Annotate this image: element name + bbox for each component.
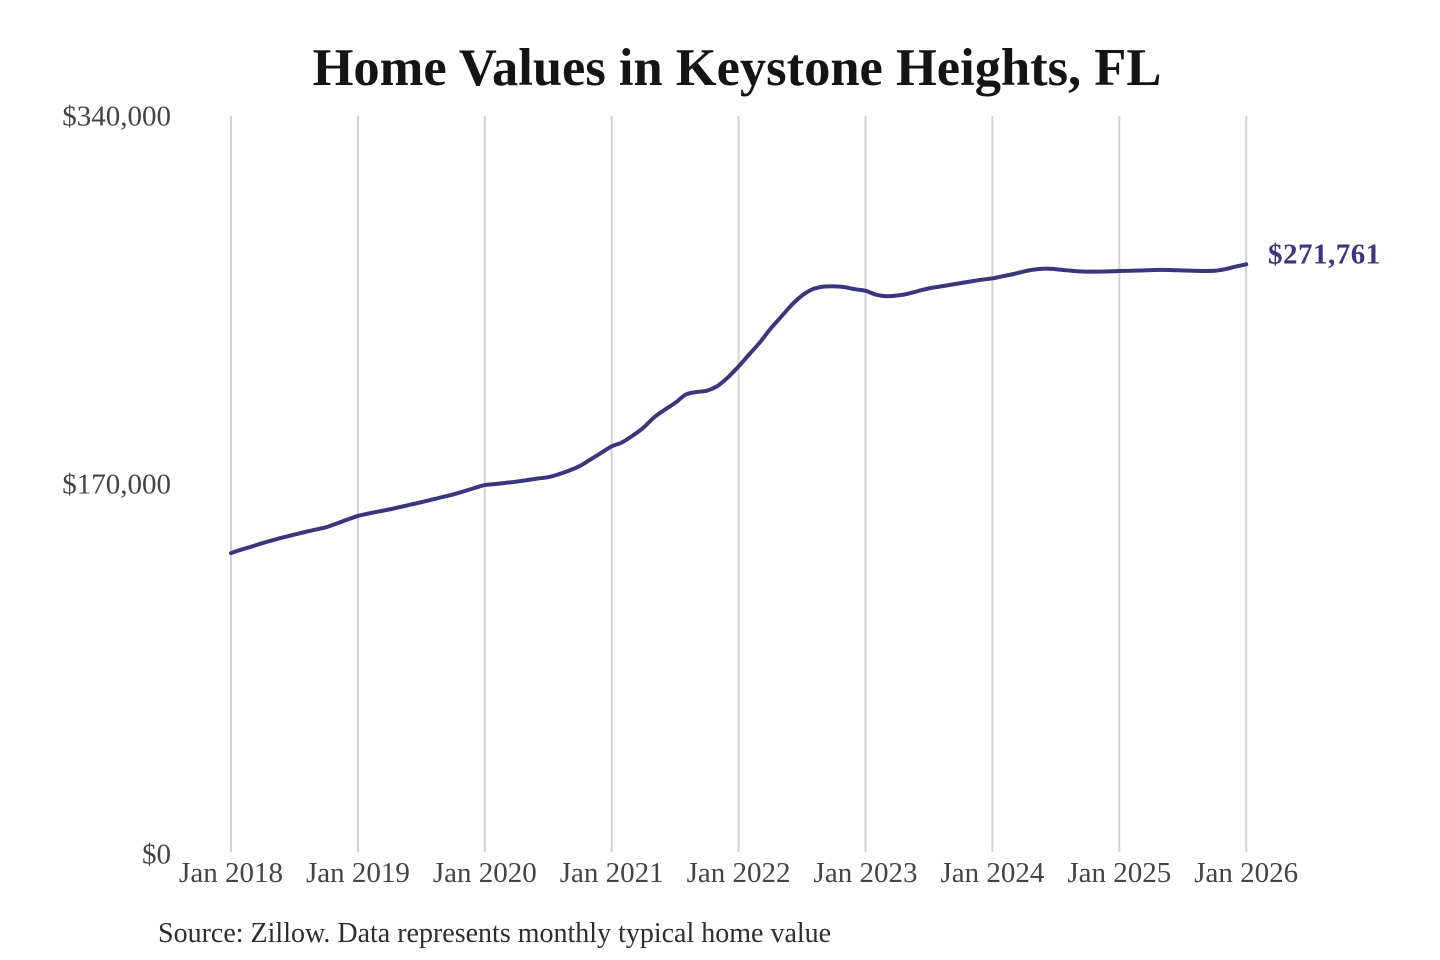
svg-text:$271,761: $271,761 <box>1268 239 1381 271</box>
svg-text:$0: $0 <box>142 839 171 871</box>
svg-text:Jan 2019: Jan 2019 <box>306 857 410 889</box>
svg-text:$340,000: $340,000 <box>62 101 171 133</box>
svg-text:Jan 2026: Jan 2026 <box>1194 857 1298 889</box>
svg-text:Jan 2022: Jan 2022 <box>687 857 791 889</box>
svg-text:Jan 2023: Jan 2023 <box>814 857 918 889</box>
svg-text:$170,000: $170,000 <box>62 469 171 501</box>
svg-text:Source: Zillow. Data represent: Source: Zillow. Data represents monthly … <box>158 918 831 949</box>
svg-text:Jan 2018: Jan 2018 <box>179 857 283 889</box>
svg-text:Jan 2024: Jan 2024 <box>940 857 1044 889</box>
svg-text:Home Values in Keystone Height: Home Values in Keystone Heights, FL <box>313 39 1162 97</box>
svg-text:Jan 2025: Jan 2025 <box>1067 857 1171 889</box>
svg-text:Jan 2020: Jan 2020 <box>433 857 537 889</box>
svg-text:Jan 2021: Jan 2021 <box>560 857 664 889</box>
